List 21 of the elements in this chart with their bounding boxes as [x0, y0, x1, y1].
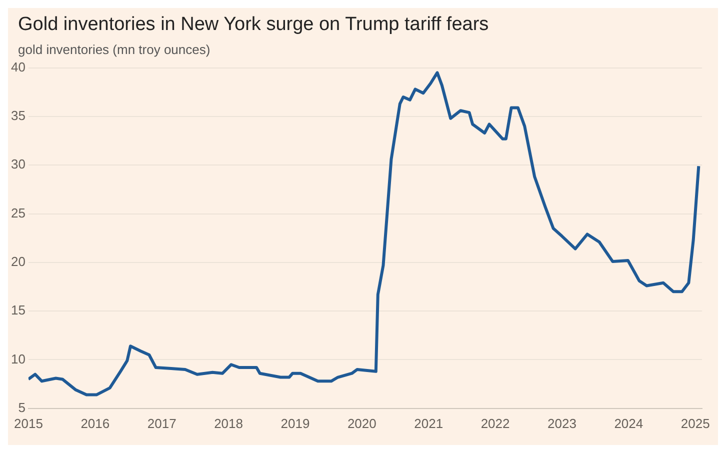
- y-tick-label: 40: [10, 59, 26, 74]
- y-tick-label: 20: [10, 254, 26, 270]
- y-tick-label: 35: [10, 108, 26, 124]
- chart-title: Gold inventories in New York surge on Trump tariff fears: [17, 13, 490, 36]
- chart-subtitle: gold inventories (mn troy ounces): [17, 41, 212, 57]
- y-tick-label: 5: [18, 400, 26, 415]
- y-tick-label: 10: [10, 351, 26, 366]
- x-tick-label: 2018: [214, 416, 243, 431]
- x-tick-label: 2022: [480, 416, 510, 431]
- x-tick-label: 2016: [80, 416, 110, 431]
- x-tick-label: 2023: [547, 416, 576, 431]
- x-tick-label: 2017: [147, 416, 176, 431]
- x-tick-label: 2019: [280, 416, 310, 431]
- y-tick-label: 25: [10, 205, 26, 220]
- x-tick-label: 2021: [414, 416, 444, 431]
- x-tick-label: 2020: [347, 416, 376, 431]
- y-tick-label: 30: [10, 156, 26, 172]
- x-tick-label: 2025: [680, 416, 710, 431]
- x-tick-label: 2015: [14, 416, 43, 431]
- x-tick-label: 2024: [614, 416, 644, 431]
- y-tick-label: 15: [10, 302, 26, 318]
